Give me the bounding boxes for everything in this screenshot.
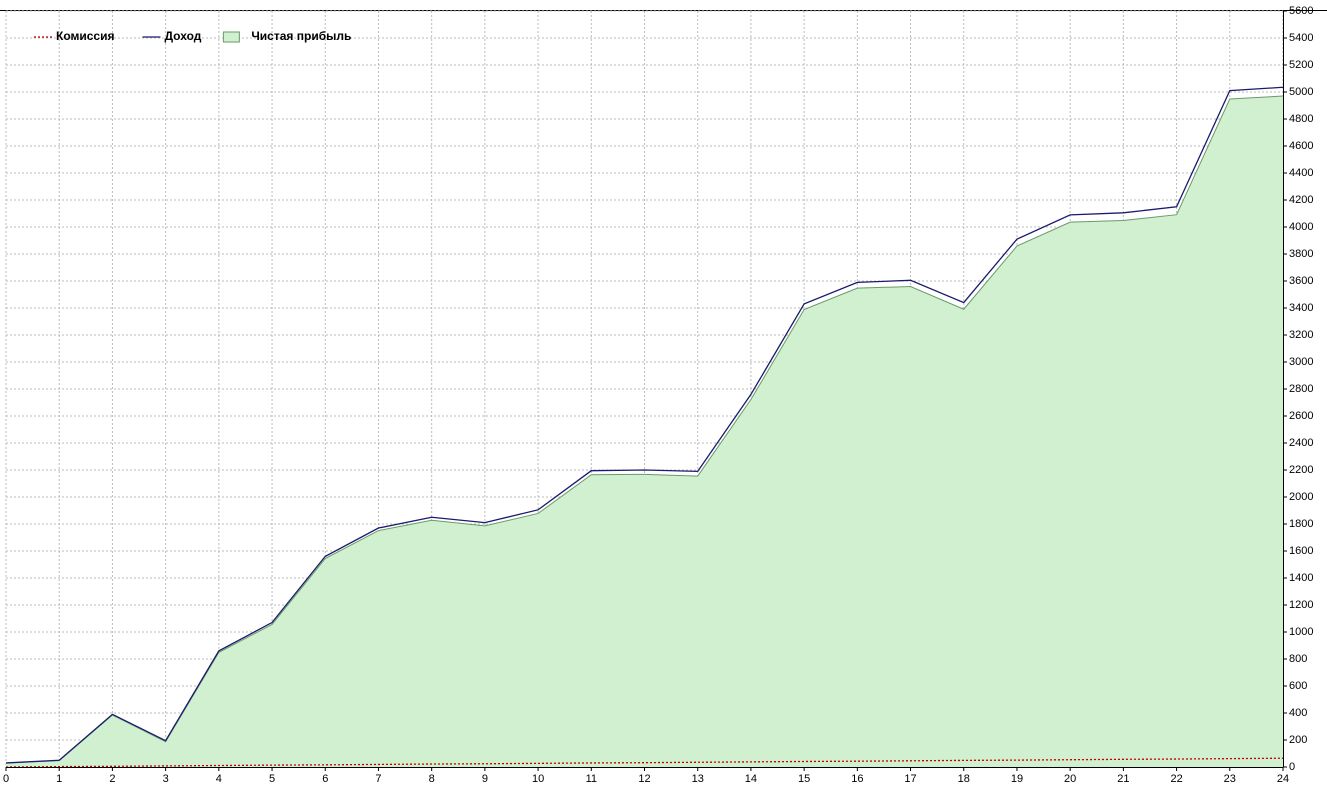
y-tick-label: 3200: [1289, 329, 1313, 341]
x-tick-label: 2: [109, 773, 115, 785]
y-tick-label: 800: [1289, 653, 1307, 665]
y-tick-label: 5400: [1289, 32, 1313, 44]
plot: [5, 86, 1284, 768]
y-tick-label: 3800: [1289, 248, 1313, 260]
x-tick-label: 15: [798, 773, 810, 785]
x-tick-label: 19: [1011, 773, 1023, 785]
x-tick-label: 24: [1277, 773, 1289, 785]
x-tick-label: 13: [692, 773, 704, 785]
legend-label: Доход: [164, 29, 201, 43]
x-tick-label: 12: [638, 773, 650, 785]
x-tick-label: 21: [1117, 773, 1129, 785]
y-tick-label: 5200: [1289, 59, 1313, 71]
x-tick-label: 14: [745, 773, 757, 785]
y-tick-label: 1000: [1289, 626, 1313, 638]
x-tick-label: 10: [532, 773, 544, 785]
y-tick-label: 600: [1289, 680, 1307, 692]
area-line: [5, 95, 1284, 764]
legend-swatch: [222, 31, 240, 43]
y-tick-label: 3600: [1289, 275, 1313, 287]
line: [5, 757, 1284, 768]
y-tick-label: 2800: [1289, 383, 1313, 395]
x-tick-label: 11: [586, 773, 597, 785]
y-tick-label: 4600: [1289, 140, 1313, 152]
y-tick-label: 2000: [1289, 491, 1313, 503]
y-tick-label: 4400: [1289, 167, 1313, 179]
legend-label: Комиссия: [56, 29, 114, 43]
legend-label: Чистая прибыль: [251, 29, 351, 43]
x-tick-label: 1: [56, 773, 62, 785]
x-tick-label: 4: [216, 773, 222, 785]
y-tick-label: 1200: [1289, 599, 1313, 611]
x-tick-label: 7: [375, 773, 381, 785]
x-tick-label: 6: [322, 773, 328, 785]
legend: Комиссия Доход Чистая прибыль: [34, 29, 351, 43]
y-tick-label: 2600: [1289, 410, 1313, 422]
y-tick-label: 400: [1289, 707, 1307, 719]
y-tick-label: 3000: [1289, 356, 1313, 368]
area: [6, 96, 1283, 768]
x-tick-label: 8: [429, 773, 435, 785]
line: [5, 86, 1284, 764]
y-tick-label: 1600: [1289, 545, 1313, 557]
y-tick-label: 1800: [1289, 518, 1313, 530]
x-tick-label: 17: [904, 773, 916, 785]
y-tick-label: 5000: [1289, 86, 1313, 98]
y-tick-label: 5600: [1289, 5, 1313, 17]
y-tick-label: 200: [1289, 734, 1307, 746]
x-tick-label: 18: [958, 773, 970, 785]
y-tick-label: 2200: [1289, 464, 1313, 476]
x-tick-label: 9: [482, 773, 488, 785]
x-tick-label: 20: [1064, 773, 1076, 785]
x-tick-label: 3: [163, 773, 169, 785]
y-tick-label: 3400: [1289, 302, 1313, 314]
y-tick-label: 0: [1289, 761, 1295, 773]
y-tick-label: 4200: [1289, 194, 1313, 206]
x-tick-label: 0: [3, 773, 9, 785]
x-tick-label: 16: [851, 773, 863, 785]
y-tick-label: 1400: [1289, 572, 1313, 584]
y-tick-label: 2400: [1289, 437, 1313, 449]
y-tick-label: 4000: [1289, 221, 1313, 233]
y-tick-label: 4800: [1289, 113, 1313, 125]
axes: 0200400600800100012001400160018002000220…: [3, 5, 1314, 785]
x-tick-label: 5: [269, 773, 275, 785]
x-tick-label: 23: [1224, 773, 1236, 785]
x-tick-label: 22: [1170, 773, 1182, 785]
